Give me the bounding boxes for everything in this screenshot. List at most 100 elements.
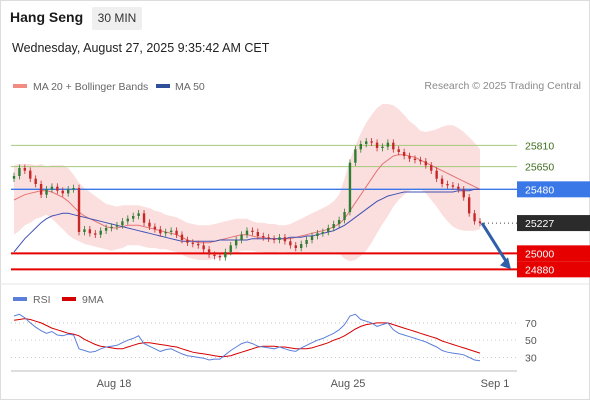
x-tick-aug25: Aug 25 bbox=[331, 378, 366, 390]
candle-body bbox=[430, 165, 433, 171]
candle-body bbox=[34, 178, 37, 184]
candle-body bbox=[104, 228, 108, 231]
level-label-25000: 25000 bbox=[525, 248, 554, 260]
candle-body bbox=[180, 234, 184, 240]
candle-body bbox=[132, 216, 135, 219]
candle-body bbox=[408, 156, 411, 159]
candle-body bbox=[354, 149, 357, 163]
forecast-arrow-head bbox=[500, 257, 511, 270]
level-label-25650: 25650 bbox=[525, 162, 554, 174]
candle-body bbox=[191, 242, 195, 244]
legend-swatch-9ma bbox=[62, 297, 76, 301]
candle-body bbox=[375, 142, 379, 148]
candle-body bbox=[169, 230, 173, 232]
candle-body bbox=[159, 229, 162, 234]
candle-body bbox=[321, 232, 325, 234]
candle-body bbox=[121, 221, 124, 226]
candle-body bbox=[186, 240, 189, 243]
x-tick-sep1: Sep 1 bbox=[481, 378, 510, 390]
ma50-line bbox=[13, 188, 480, 253]
rsi-line bbox=[13, 313, 481, 362]
candle-body bbox=[359, 144, 362, 150]
candle-body bbox=[283, 237, 287, 242]
candle-body bbox=[348, 162, 352, 212]
candle-body bbox=[61, 190, 64, 194]
candle-body bbox=[142, 213, 146, 223]
candle-body bbox=[473, 213, 476, 222]
level-tag-25227 bbox=[517, 215, 590, 232]
timeframe-badge[interactable]: 30 MIN bbox=[92, 7, 142, 30]
candle-body bbox=[467, 197, 471, 214]
candle-body bbox=[45, 189, 48, 195]
candle-body bbox=[137, 213, 140, 216]
candle-body bbox=[267, 237, 270, 239]
rsi-legend: RSI 9MA bbox=[13, 294, 104, 306]
legend-swatch-rsi bbox=[13, 297, 27, 301]
x-tick-aug18: Aug 18 bbox=[97, 378, 132, 390]
candle-body bbox=[224, 252, 227, 258]
bollinger-band bbox=[14, 104, 480, 262]
candle-body bbox=[175, 230, 178, 235]
level-tag-25480 bbox=[517, 181, 590, 198]
candle-body bbox=[213, 254, 216, 256]
candle-body bbox=[115, 225, 119, 227]
level-label-25227: 25227 bbox=[525, 218, 554, 230]
price-plot: 25810 25650 25480 25227 25000 24880 bbox=[11, 104, 590, 278]
candle-body bbox=[148, 222, 151, 227]
candle-body bbox=[278, 237, 281, 240]
timestamp: Wednesday, August 27, 2025 9:35:42 AM CE… bbox=[12, 41, 270, 55]
candle-body bbox=[56, 186, 59, 191]
candle-body bbox=[207, 249, 211, 255]
candle-body bbox=[229, 245, 232, 252]
candle-body bbox=[256, 232, 260, 236]
rsi-plot: 30 50 70 bbox=[11, 313, 537, 364]
candle-body bbox=[402, 152, 406, 156]
candle-body bbox=[83, 229, 86, 232]
candle-body bbox=[272, 238, 276, 240]
candle-body bbox=[365, 141, 368, 144]
candle-body bbox=[202, 245, 205, 250]
candle-body bbox=[413, 158, 417, 160]
candle-body bbox=[18, 168, 21, 176]
legend-ma20-label: MA 20 + Bollinger Bands bbox=[33, 81, 148, 93]
candle-body bbox=[332, 224, 335, 228]
candle-body bbox=[337, 220, 341, 224]
candle-body bbox=[316, 233, 319, 236]
rsi-tick-30: 30 bbox=[525, 352, 537, 364]
candle-body bbox=[305, 240, 308, 244]
candle-body bbox=[435, 170, 438, 179]
candle-body bbox=[392, 142, 395, 150]
candle-body bbox=[99, 230, 102, 235]
level-label-25480: 25480 bbox=[525, 184, 554, 196]
rsi-tick-70: 70 bbox=[525, 318, 537, 330]
candle-body bbox=[29, 170, 32, 179]
legend-9ma-label: 9MA bbox=[82, 294, 104, 306]
candle-body bbox=[299, 244, 303, 248]
candle-body bbox=[50, 186, 54, 190]
candle-body bbox=[218, 256, 222, 258]
level-label-24880: 24880 bbox=[525, 264, 554, 276]
candle-body bbox=[72, 188, 75, 190]
candle-body bbox=[386, 142, 390, 147]
candle-body bbox=[451, 185, 455, 187]
candle-body bbox=[419, 160, 422, 162]
candle-body bbox=[240, 234, 243, 240]
candle-body bbox=[126, 218, 129, 222]
candle-body bbox=[424, 161, 428, 166]
candle-body bbox=[245, 230, 249, 235]
candle-body bbox=[381, 146, 384, 148]
candle-body bbox=[289, 241, 292, 246]
level-tag-24880 bbox=[517, 261, 590, 278]
candle-body bbox=[262, 236, 265, 238]
candle-body bbox=[110, 226, 113, 228]
candle-body bbox=[457, 186, 460, 190]
candle-body bbox=[234, 240, 238, 246]
candle-body bbox=[39, 184, 43, 195]
candle-body bbox=[294, 245, 297, 248]
level-label-25810: 25810 bbox=[525, 140, 554, 152]
candle-body bbox=[88, 229, 92, 234]
legend-rsi-label: RSI bbox=[33, 294, 51, 306]
candle-body bbox=[251, 230, 254, 232]
forecast-arrow-shaft bbox=[480, 222, 510, 266]
